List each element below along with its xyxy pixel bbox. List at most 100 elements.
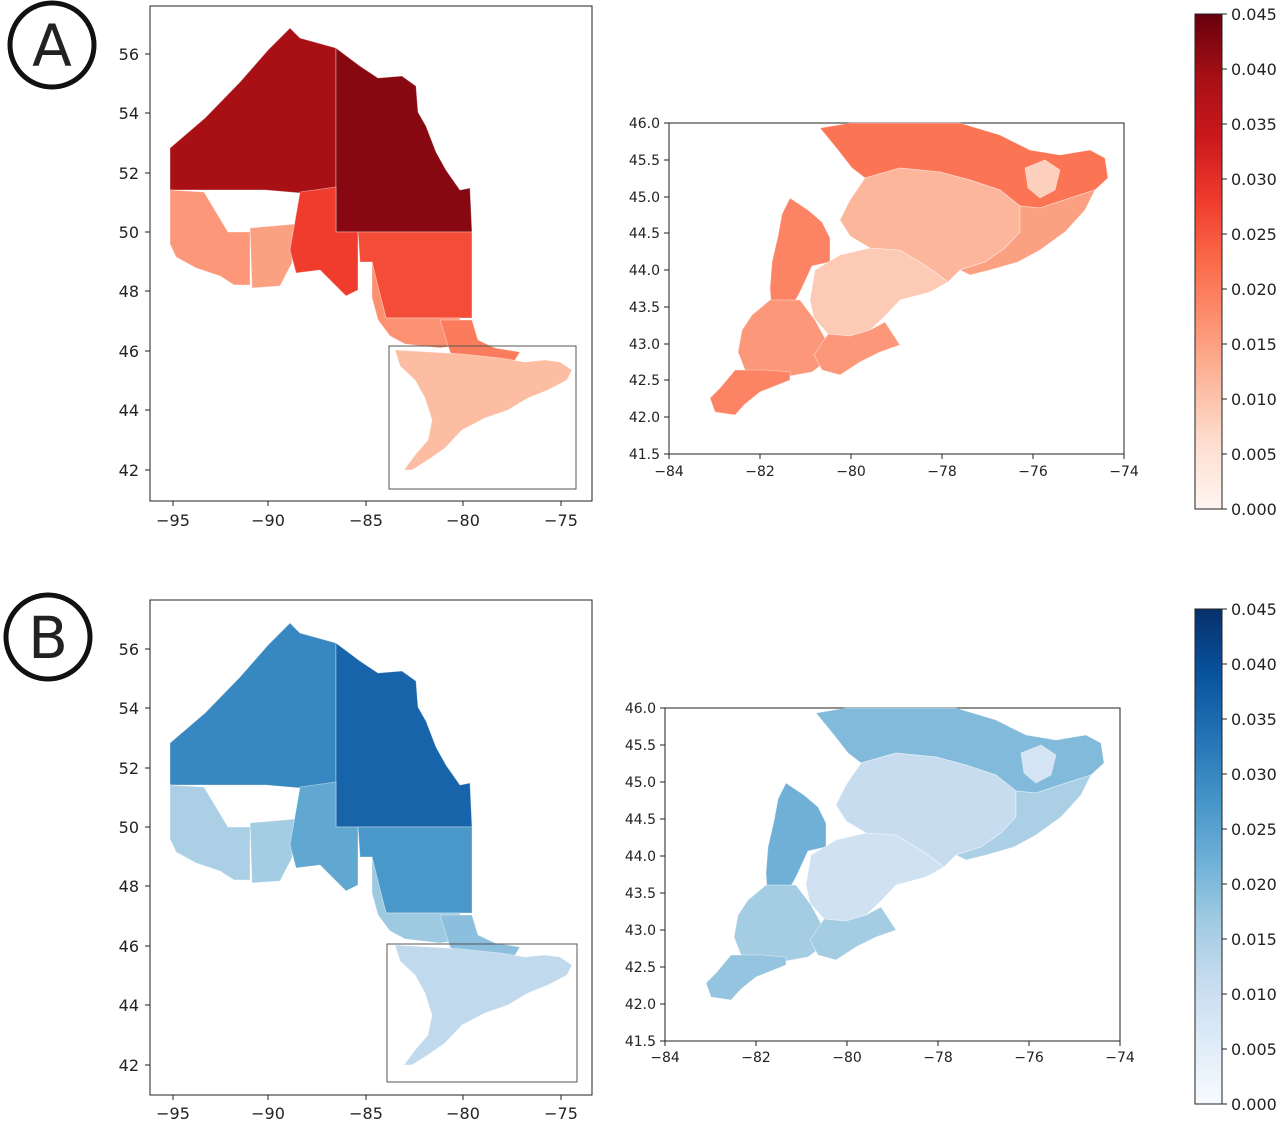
panel-a-colorbar-ticks: 0.000 0.005 0.010 0.015 0.020 0.025 0.03… [1222,5,1277,519]
panel-b-province-x-axis: −95 −90 −85 −80 −75 [156,1095,578,1123]
colorbar-tick-label: 0.010 [1231,390,1277,409]
y-tick-label: 48 [119,877,139,896]
panel-a-province-map: −95 −90 −85 −80 −75 42 44 46 48 50 [119,5,593,530]
y-tick-label: 50 [119,223,139,242]
y-tick-label: 45.5 [629,153,660,169]
colorbar-tick-label: 0.030 [1231,765,1277,784]
y-tick-label: 52 [119,759,139,778]
y-tick-label: 42.5 [625,960,656,976]
panel-b-badge-circle [3,592,93,682]
panel-a-inset-region-eastern [958,189,1096,276]
y-tick-label: 44.0 [629,263,660,279]
panel-a-inset-region-lake-erie-shore [813,321,901,376]
x-tick-label: −76 [1018,464,1048,480]
panel-b: B −95 [3,592,1277,1123]
panel-a-inset-indicator-box [388,345,577,490]
panel-b-letter-badge: B [3,592,93,682]
panel-a-region-northwest-south [169,189,251,286]
y-tick-label: 46.0 [629,116,660,132]
colorbar-tick-label: 0.045 [1231,600,1277,619]
x-tick-label: −82 [741,1050,771,1066]
panel-b-region-southern-ontario [394,944,573,1066]
x-tick-label: −75 [544,1104,578,1123]
x-tick-label: −80 [836,464,866,480]
y-tick-label: 46.0 [625,701,656,717]
colorbar-tick-label: 0.035 [1231,115,1277,134]
colorbar-tick-label: 0.015 [1231,930,1277,949]
y-tick-label: 54 [119,699,139,718]
y-tick-label: 45.0 [625,775,656,791]
panel-b-region-sudbury [371,856,461,944]
y-tick-label: 44 [119,401,139,420]
panel-a-province-x-axis: −95 −90 −85 −80 −75 [156,501,578,530]
colorbar-tick-label: 0.030 [1231,170,1277,189]
x-tick-label: −78 [927,464,957,480]
y-tick-label: 54 [119,104,139,123]
panel-a-inset-x-axis: −84 −82 −80 −78 −76 −74 [654,454,1139,480]
panel-a-inset-region-ottawa [1024,159,1061,199]
y-tick-label: 44.5 [629,226,660,242]
colorbar-tick-label: 0.045 [1231,5,1277,24]
x-tick-label: −90 [251,1104,285,1123]
x-tick-label: −82 [745,464,775,480]
panel-a-badge-circle [7,0,97,90]
y-tick-label: 52 [119,164,139,183]
colorbar-tick-label: 0.015 [1231,335,1277,354]
x-tick-label: −80 [446,1104,480,1123]
panel-b-province-map: −95 −90 −85 −80 −75 42 44 46 48 50 [119,599,593,1123]
y-tick-label: 43.5 [629,300,660,316]
panel-b-inset-region-eastern [954,774,1092,861]
y-tick-label: 48 [119,282,139,301]
panel-b-province-y-axis: 42 44 46 48 50 52 54 56 [119,640,150,1075]
y-tick-label: 56 [119,640,139,659]
y-tick-label: 43.0 [629,337,660,353]
colorbar-tick-label: 0.020 [1231,280,1277,299]
colorbar-tick-label: 0.035 [1231,710,1277,729]
x-tick-label: −95 [156,511,190,530]
panel-b-inset-region-essex [705,954,787,1001]
y-tick-label: 42.5 [629,373,660,389]
colorbar-tick-label: 0.025 [1231,225,1277,244]
y-tick-label: 41.5 [629,447,660,463]
panel-b-inset-indicator-box [386,943,578,1083]
x-tick-label: −90 [251,511,285,530]
panel-b-province-regions [169,622,573,1066]
panel-a-inset-map: −84 −82 −80 −78 −76 −74 41.5 42.0 [629,116,1139,480]
panel-a-letter-badge: A [7,0,97,90]
panel-b-letter: B [28,604,68,672]
panel-a-colorbar: 0.000 0.005 0.010 0.015 0.020 0.025 0.03… [1194,5,1277,519]
panel-a: A −95 −90 −85 −80 [7,0,1277,530]
colorbar-tick-label: 0.005 [1231,445,1277,464]
x-tick-label: −84 [650,1050,680,1066]
y-tick-label: 42 [119,1056,139,1075]
x-tick-label: −74 [1105,1050,1135,1066]
y-tick-label: 42.0 [629,410,660,426]
x-tick-label: −85 [349,511,383,530]
panel-a-province-y-axis: 42 44 46 48 50 52 54 56 [119,45,150,480]
panel-b-colorbar: 0.000 0.005 0.010 0.015 0.020 0.025 0.03… [1194,600,1277,1114]
y-tick-label: 44 [119,996,139,1015]
panel-b-region-far-north-east [335,642,473,828]
x-tick-label: −85 [349,1104,383,1123]
x-tick-label: −74 [1109,464,1139,480]
y-tick-label: 41.5 [625,1034,656,1050]
colorbar-tick-label: 0.040 [1231,60,1277,79]
panel-b-inset-region-lake-erie-shore [809,906,897,961]
y-tick-label: 43.0 [625,923,656,939]
x-tick-label: −84 [654,464,684,480]
colorbar-tick-label: 0.000 [1231,500,1277,519]
y-tick-label: 46 [119,937,139,956]
colorbar-tick-label: 0.010 [1231,985,1277,1004]
panel-b-inset-y-axis: 41.5 42.0 42.5 43.0 43.5 44.0 44.5 45.0 … [625,701,665,1050]
panel-a-region-thunder-bay [289,186,359,297]
panel-a-region-northwest-middle [249,223,296,289]
panel-b-region-northwest-south [169,784,251,881]
panel-b-colorbar-ticks: 0.000 0.005 0.010 0.015 0.020 0.025 0.03… [1222,600,1277,1114]
y-tick-label: 42 [119,461,139,480]
y-tick-label: 46 [119,342,139,361]
y-tick-label: 45.0 [629,190,660,206]
x-tick-label: −78 [923,1050,953,1066]
panel-a-inset-y-axis: 41.5 42.0 42.5 43.0 43.5 44.0 44.5 45.0 … [629,116,669,463]
colorbar-tick-label: 0.020 [1231,875,1277,894]
